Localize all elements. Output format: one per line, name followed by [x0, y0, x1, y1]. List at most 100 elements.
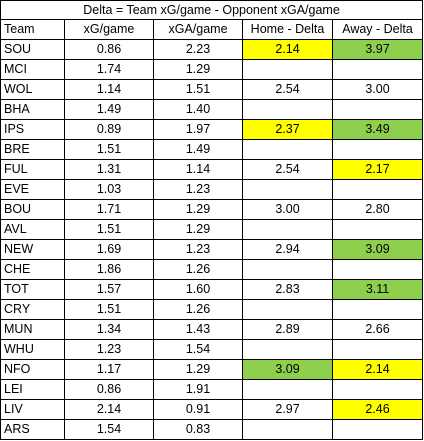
- table-row: BRE 1.51 1.49: [0, 139, 424, 160]
- xg-cell: 1.14: [64, 79, 154, 100]
- xg-cell: 1.74: [64, 59, 154, 80]
- table-row: IPS 0.89 1.97 2.37 3.49: [0, 119, 424, 140]
- xga-cell: 1.14: [153, 159, 243, 180]
- table-row: ARS 1.54 0.83: [0, 419, 424, 440]
- xga-cell: 1.23: [153, 239, 243, 260]
- table-row: EVE 1.03 1.23: [0, 179, 424, 200]
- xg-cell: 1.03: [64, 179, 154, 200]
- table-row: BOU 1.71 1.29 3.00 2.80: [0, 199, 424, 220]
- away-delta-cell: [331, 379, 424, 400]
- home-delta-cell: [242, 299, 333, 320]
- away-delta-cell: 2.17: [331, 159, 424, 180]
- xg-cell: 1.69: [64, 239, 154, 260]
- title-row: Delta = Team xG/game - Opponent xGA/game: [0, 0, 424, 20]
- away-delta-cell: [331, 219, 424, 240]
- away-delta-cell: 3.09: [331, 239, 424, 260]
- home-delta-cell: [242, 419, 333, 440]
- home-delta-cell: 2.97: [242, 399, 333, 420]
- home-delta-cell: [242, 59, 333, 80]
- header-home-delta: Home - Delta: [242, 19, 333, 40]
- away-delta-cell: [331, 339, 424, 360]
- team-cell: WHU: [0, 339, 65, 360]
- xga-cell: 1.91: [153, 379, 243, 400]
- table-row: NFO 1.17 1.29 3.09 2.14: [0, 359, 424, 380]
- team-cell: SOU: [0, 39, 65, 60]
- xg-cell: 1.57: [64, 279, 154, 300]
- team-cell: BHA: [0, 99, 65, 120]
- home-delta-cell: [242, 139, 333, 160]
- table-body: SOU 0.86 2.23 2.14 3.97 MCI 1.74 1.29 WOL 1.14 1.5…: [0, 39, 424, 440]
- away-delta-cell: 2.46: [331, 399, 424, 420]
- team-cell: EVE: [0, 179, 65, 200]
- xga-cell: 2.23: [153, 39, 243, 60]
- away-delta-cell: 3.11: [331, 279, 424, 300]
- xg-cell: 1.86: [64, 259, 154, 280]
- team-cell: FUL: [0, 159, 65, 180]
- team-cell: CHE: [0, 259, 65, 280]
- xga-cell: 1.54: [153, 339, 243, 360]
- team-cell: BOU: [0, 199, 65, 220]
- header-xga: xGA/game: [153, 19, 243, 40]
- team-cell: TOT: [0, 279, 65, 300]
- home-delta-cell: [242, 259, 333, 280]
- home-delta-cell: 2.37: [242, 119, 333, 140]
- xga-cell: 1.51: [153, 79, 243, 100]
- xg-cell: 1.17: [64, 359, 154, 380]
- header-xg: xG/game: [64, 19, 154, 40]
- xg-cell: 0.89: [64, 119, 154, 140]
- team-cell: IPS: [0, 119, 65, 140]
- team-cell: MCI: [0, 59, 65, 80]
- away-delta-cell: 2.14: [331, 359, 424, 380]
- team-cell: NFO: [0, 359, 65, 380]
- xga-cell: 0.83: [153, 419, 243, 440]
- table-row: WOL 1.14 1.51 2.54 3.00: [0, 79, 424, 100]
- xga-cell: 1.26: [153, 299, 243, 320]
- home-delta-cell: 3.09: [242, 359, 333, 380]
- away-delta-cell: [331, 419, 424, 440]
- table-row: CRY 1.51 1.26: [0, 299, 424, 320]
- xga-cell: 1.40: [153, 99, 243, 120]
- table-title: Delta = Team xG/game - Opponent xGA/game: [0, 0, 424, 20]
- table-row: NEW 1.69 1.23 2.94 3.09: [0, 239, 424, 260]
- table-row: SOU 0.86 2.23 2.14 3.97: [0, 39, 424, 60]
- home-delta-cell: 2.54: [242, 159, 333, 180]
- home-delta-cell: [242, 379, 333, 400]
- team-cell: ARS: [0, 419, 65, 440]
- away-delta-cell: 3.49: [331, 119, 424, 140]
- team-cell: NEW: [0, 239, 65, 260]
- table-row: WHU 1.23 1.54: [0, 339, 424, 360]
- home-delta-cell: 3.00: [242, 199, 333, 220]
- xga-cell: 0.91: [153, 399, 243, 420]
- xga-cell: 1.26: [153, 259, 243, 280]
- team-cell: LEI: [0, 379, 65, 400]
- team-cell: AVL: [0, 219, 65, 240]
- table-row: MUN 1.34 1.43 2.89 2.66: [0, 319, 424, 340]
- header-away-delta: Away - Delta: [331, 19, 424, 40]
- away-delta-cell: 3.97: [331, 39, 424, 60]
- xg-cell: 1.51: [64, 139, 154, 160]
- xga-cell: 1.23: [153, 179, 243, 200]
- home-delta-cell: [242, 179, 333, 200]
- table-row: LEI 0.86 1.91: [0, 379, 424, 400]
- away-delta-cell: 2.80: [331, 199, 424, 220]
- xga-cell: 1.29: [153, 199, 243, 220]
- away-delta-cell: [331, 139, 424, 160]
- table-row: LIV 2.14 0.91 2.97 2.46: [0, 399, 424, 420]
- away-delta-cell: 3.00: [331, 79, 424, 100]
- away-delta-cell: [331, 259, 424, 280]
- header-team: Team: [0, 19, 65, 40]
- away-delta-cell: [331, 59, 424, 80]
- table-row: CHE 1.86 1.26: [0, 259, 424, 280]
- xg-cell: 1.23: [64, 339, 154, 360]
- home-delta-cell: 2.94: [242, 239, 333, 260]
- away-delta-cell: [331, 299, 424, 320]
- header-row: Team xG/game xGA/game Home - Delta Away …: [0, 19, 424, 40]
- away-delta-cell: 2.66: [331, 319, 424, 340]
- team-cell: LIV: [0, 399, 65, 420]
- xga-cell: 1.97: [153, 119, 243, 140]
- table-row: FUL 1.31 1.14 2.54 2.17: [0, 159, 424, 180]
- xga-cell: 1.29: [153, 219, 243, 240]
- xg-cell: 1.51: [64, 219, 154, 240]
- table-row: AVL 1.51 1.29: [0, 219, 424, 240]
